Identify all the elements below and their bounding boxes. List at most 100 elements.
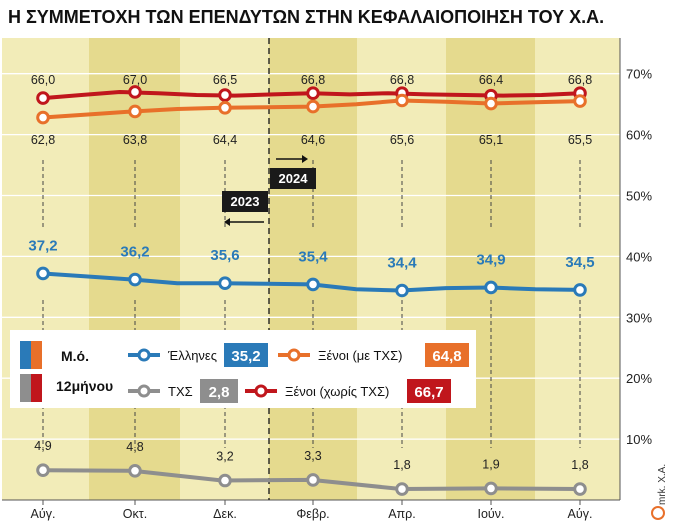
- data-label: 1,8: [393, 458, 410, 472]
- data-point: [395, 283, 409, 298]
- data-point: [128, 85, 142, 99]
- data-point: [128, 463, 142, 478]
- data-point: [218, 276, 232, 290]
- y-tick-label: 60%: [626, 128, 652, 143]
- data-label: 34,4: [387, 255, 417, 272]
- legend-swatch: [20, 374, 31, 402]
- legend-label: Ξένοι (με ΤΧΣ): [318, 348, 402, 363]
- y-axis: 10% 20% 30% 40% 50% 60% 70%: [619, 38, 652, 500]
- y-tick-label: 70%: [626, 67, 652, 82]
- data-point: [573, 283, 587, 297]
- data-point: [128, 104, 142, 119]
- legend-swatch: [20, 341, 31, 369]
- data-label: 3,3: [304, 449, 321, 463]
- data-label: 35,4: [298, 248, 328, 265]
- data-label: 65,1: [479, 133, 503, 147]
- data-point: [128, 272, 142, 287]
- data-label: 63,8: [123, 133, 147, 147]
- x-tick-label: Οκτ.: [123, 507, 147, 521]
- x-tick-label: Απρ.: [388, 507, 416, 521]
- left-arrow-head-icon: [224, 218, 230, 226]
- data-label: 66,0: [31, 73, 55, 87]
- legend-label: ΤΧΣ: [168, 384, 193, 399]
- series-group: 66,0 67,0 66,5 66,8 66,8 66,4 66,8 62,8 63,8 64,4…: [28, 73, 595, 496]
- x-tick-label: Αύγ.: [31, 507, 56, 521]
- legend-label: Έλληνες: [167, 348, 217, 363]
- legend-average: 64,8: [432, 348, 461, 365]
- data-label: 34,5: [565, 254, 594, 271]
- data-label: 1,9: [482, 457, 499, 471]
- y-tick-label: 50%: [626, 189, 652, 204]
- chart-title: Η ΣΥΜΜΕΤΟΧΗ ΤΩΝ ΕΠΕΝΔΥΤΩΝ ΣΤΗΝ ΚΕΦΑΛΑΙΟΠ…: [8, 7, 604, 27]
- data-label: 4,8: [126, 440, 143, 454]
- legend-marker: [287, 348, 301, 362]
- data-label: 65,6: [390, 133, 414, 147]
- data-point: [484, 96, 498, 111]
- data-label: 62,8: [31, 133, 55, 147]
- legend-marker: [137, 384, 151, 398]
- data-point: [484, 481, 498, 496]
- data-label: 67,0: [123, 73, 147, 87]
- data-label: 66,4: [479, 73, 503, 87]
- data-label: 35,6: [210, 247, 239, 264]
- data-label: 4,9: [34, 439, 51, 453]
- credit-icon: [651, 506, 665, 520]
- data-point: [395, 482, 409, 496]
- data-point: [218, 101, 232, 115]
- legend-marker: [137, 348, 151, 362]
- legend-months-label: 12μήνου: [56, 378, 113, 394]
- data-point: [306, 473, 320, 487]
- legend-average: 2,8: [209, 384, 230, 401]
- data-point: [36, 110, 50, 125]
- data-point: [306, 99, 320, 114]
- year-label: 2023: [231, 194, 260, 209]
- data-point: [306, 86, 320, 100]
- x-tick-label: Ιούν.: [478, 507, 505, 521]
- x-tick-label: Δεκ.: [213, 507, 237, 521]
- data-point: [36, 91, 50, 105]
- data-point: [36, 463, 50, 477]
- data-point: [218, 88, 232, 102]
- legend-average: 66,7: [414, 384, 443, 401]
- data-label: 34,9: [476, 251, 505, 268]
- legend-badge: [407, 379, 451, 403]
- legend-label: Ξένοι (χωρίς ΤΧΣ): [285, 384, 389, 399]
- data-label: 65,5: [568, 133, 592, 147]
- legend-badge: [224, 343, 268, 367]
- data-label: 66,8: [390, 73, 414, 87]
- data-label: 37,2: [28, 237, 57, 254]
- legend-avg-label: Μ.ό.: [61, 348, 89, 364]
- data-label: 3,2: [216, 450, 233, 464]
- legend-average: 35,2: [231, 348, 260, 365]
- x-axis: Αύγ. Οκτ. Δεκ. Φεβρ. Απρ. Ιούν. Αύγ.: [2, 499, 620, 521]
- year-label: 2024: [279, 171, 309, 186]
- year-badge: [270, 168, 316, 189]
- data-point: [484, 280, 498, 295]
- data-label: 64,4: [213, 133, 237, 147]
- legend-swatch: [31, 374, 42, 402]
- data-label: 66,5: [213, 73, 237, 87]
- legend-box: [10, 330, 476, 408]
- x-tick-label: Φεβρ.: [296, 507, 329, 521]
- data-point: [573, 94, 587, 108]
- data-label: 64,6: [301, 133, 325, 147]
- year-markers: 2023 2024: [222, 38, 316, 500]
- credit-text: mrk. X.A.: [657, 464, 668, 505]
- legend-swatch: [31, 341, 42, 369]
- legend-badge: [425, 343, 469, 367]
- y-tick-label: 10%: [626, 432, 652, 447]
- background-band: [535, 38, 620, 500]
- y-tick-label: 40%: [626, 249, 652, 264]
- gridlines: [2, 73, 632, 440]
- data-label: 66,8: [568, 73, 592, 87]
- data-point: [306, 277, 320, 292]
- data-point: [218, 473, 232, 488]
- credit-logo: mrk. X.A.: [651, 464, 668, 520]
- legend-badge: [200, 379, 238, 403]
- data-point: [395, 93, 409, 108]
- data-label: 1,8: [571, 458, 588, 472]
- legend-marker: [254, 384, 268, 398]
- legend: Μ.ό. 12μήνου Έλληνες 35,2 Ξένοι (με ΤΧΣ) 64,8…: [10, 330, 476, 408]
- x-tick-label: Αύγ.: [568, 507, 593, 521]
